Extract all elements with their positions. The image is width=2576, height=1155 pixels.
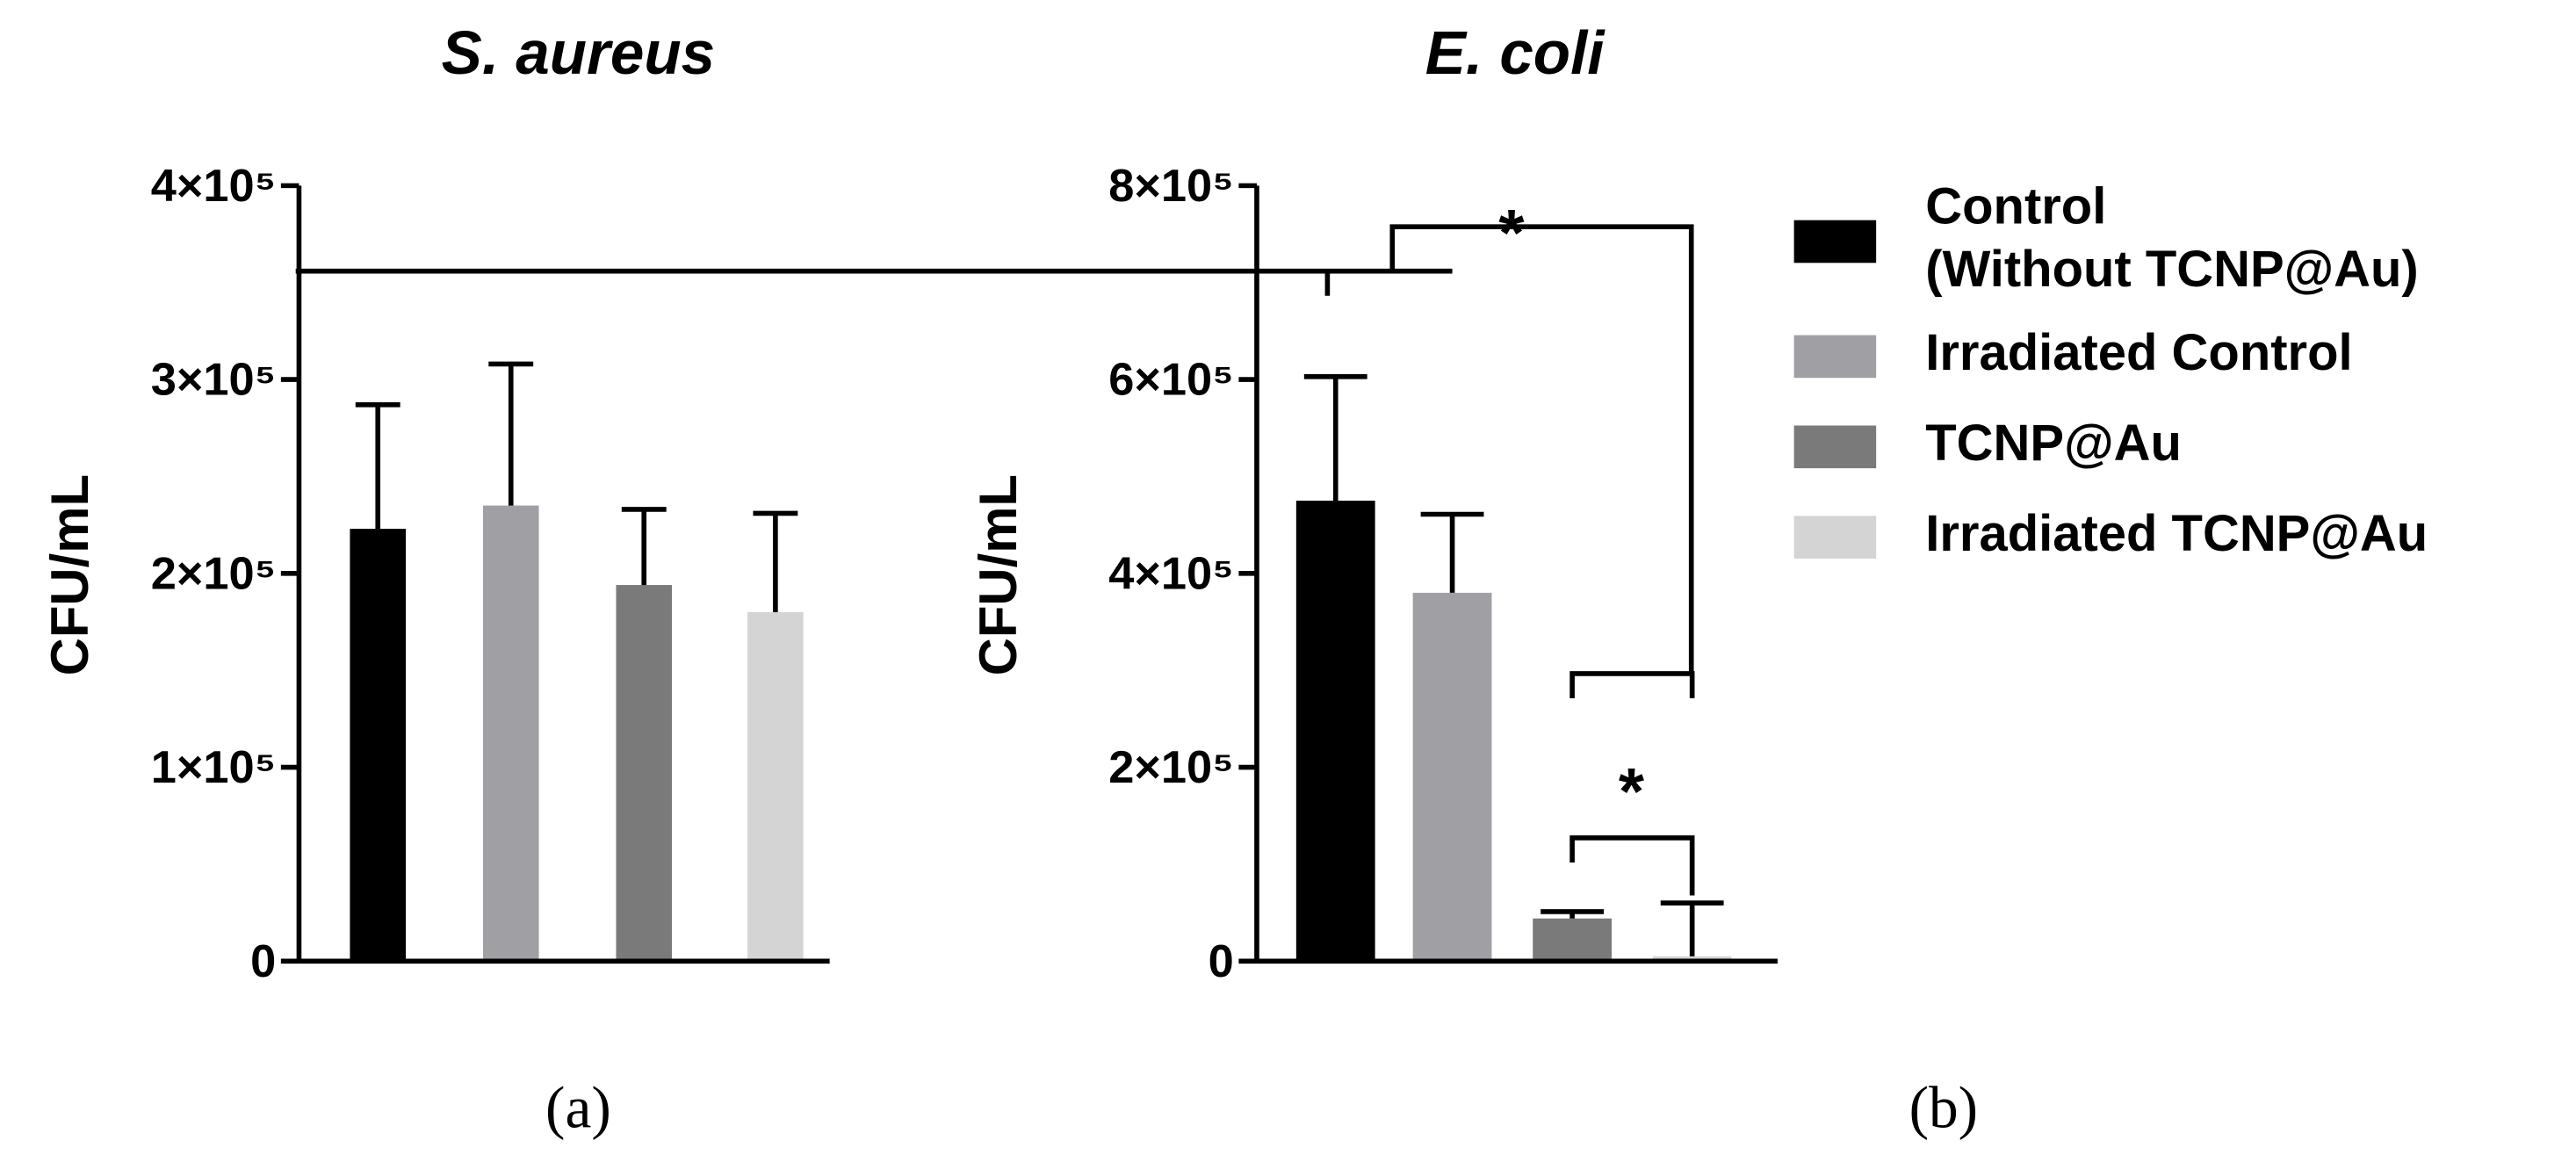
legend-label: (Without TCNP@Au) bbox=[1925, 242, 2418, 298]
bar bbox=[1533, 918, 1612, 962]
sig-bracket bbox=[1569, 671, 1695, 698]
y-tick-label: 3×10⁵ bbox=[151, 355, 277, 406]
bar bbox=[350, 529, 407, 962]
error-bar bbox=[753, 510, 798, 612]
y-tick-label: 2×10⁵ bbox=[1108, 742, 1234, 793]
legend-label: TCNP@Au bbox=[1925, 415, 2182, 472]
legend-swatch bbox=[1793, 335, 1877, 379]
chart-title: S. aureus bbox=[442, 18, 715, 87]
legend-label: Irradiated TCNP@Au bbox=[1925, 506, 2428, 562]
legend-swatch bbox=[1793, 425, 1877, 469]
y-tick-label: 2×10⁵ bbox=[151, 548, 277, 599]
y-axis-label: CFU/mL bbox=[969, 474, 1028, 675]
chart-title: E. coli bbox=[1425, 18, 1606, 87]
bar bbox=[616, 585, 673, 962]
legend-label: Irradiated Control bbox=[1925, 325, 2352, 381]
legend-swatch bbox=[1793, 220, 1877, 263]
y-tick-label: 0 bbox=[250, 936, 276, 987]
significance-star: * bbox=[1619, 754, 1645, 828]
panel-label: (a) bbox=[545, 1075, 611, 1141]
bar bbox=[482, 505, 539, 962]
sig-bracket bbox=[1569, 835, 1695, 896]
legend-label: Control bbox=[1925, 179, 2106, 235]
error-bar bbox=[355, 401, 400, 530]
y-tick-label: 8×10⁵ bbox=[1108, 161, 1234, 212]
error-bar bbox=[1541, 909, 1605, 919]
y-axis-label: CFU/mL bbox=[40, 474, 99, 675]
error-bar bbox=[488, 361, 534, 506]
y-tick-label: 1×10⁵ bbox=[151, 742, 277, 793]
legend-swatch bbox=[1793, 516, 1877, 559]
error-bar bbox=[621, 507, 667, 586]
sig-bracket bbox=[295, 224, 1694, 674]
significance-star: * bbox=[1498, 196, 1525, 270]
panel-label: (b) bbox=[1909, 1075, 1979, 1141]
y-tick-label: 0 bbox=[1209, 936, 1234, 987]
error-bar bbox=[1420, 511, 1484, 593]
y-tick-label: 4×10⁵ bbox=[151, 161, 277, 212]
y-tick-label: 6×10⁵ bbox=[1108, 355, 1234, 406]
bar bbox=[1412, 592, 1492, 962]
y-tick-label: 4×10⁵ bbox=[1108, 548, 1234, 599]
bar bbox=[747, 611, 804, 962]
bar bbox=[1295, 501, 1375, 962]
error-bar bbox=[1660, 900, 1724, 956]
error-bar bbox=[1303, 373, 1367, 502]
